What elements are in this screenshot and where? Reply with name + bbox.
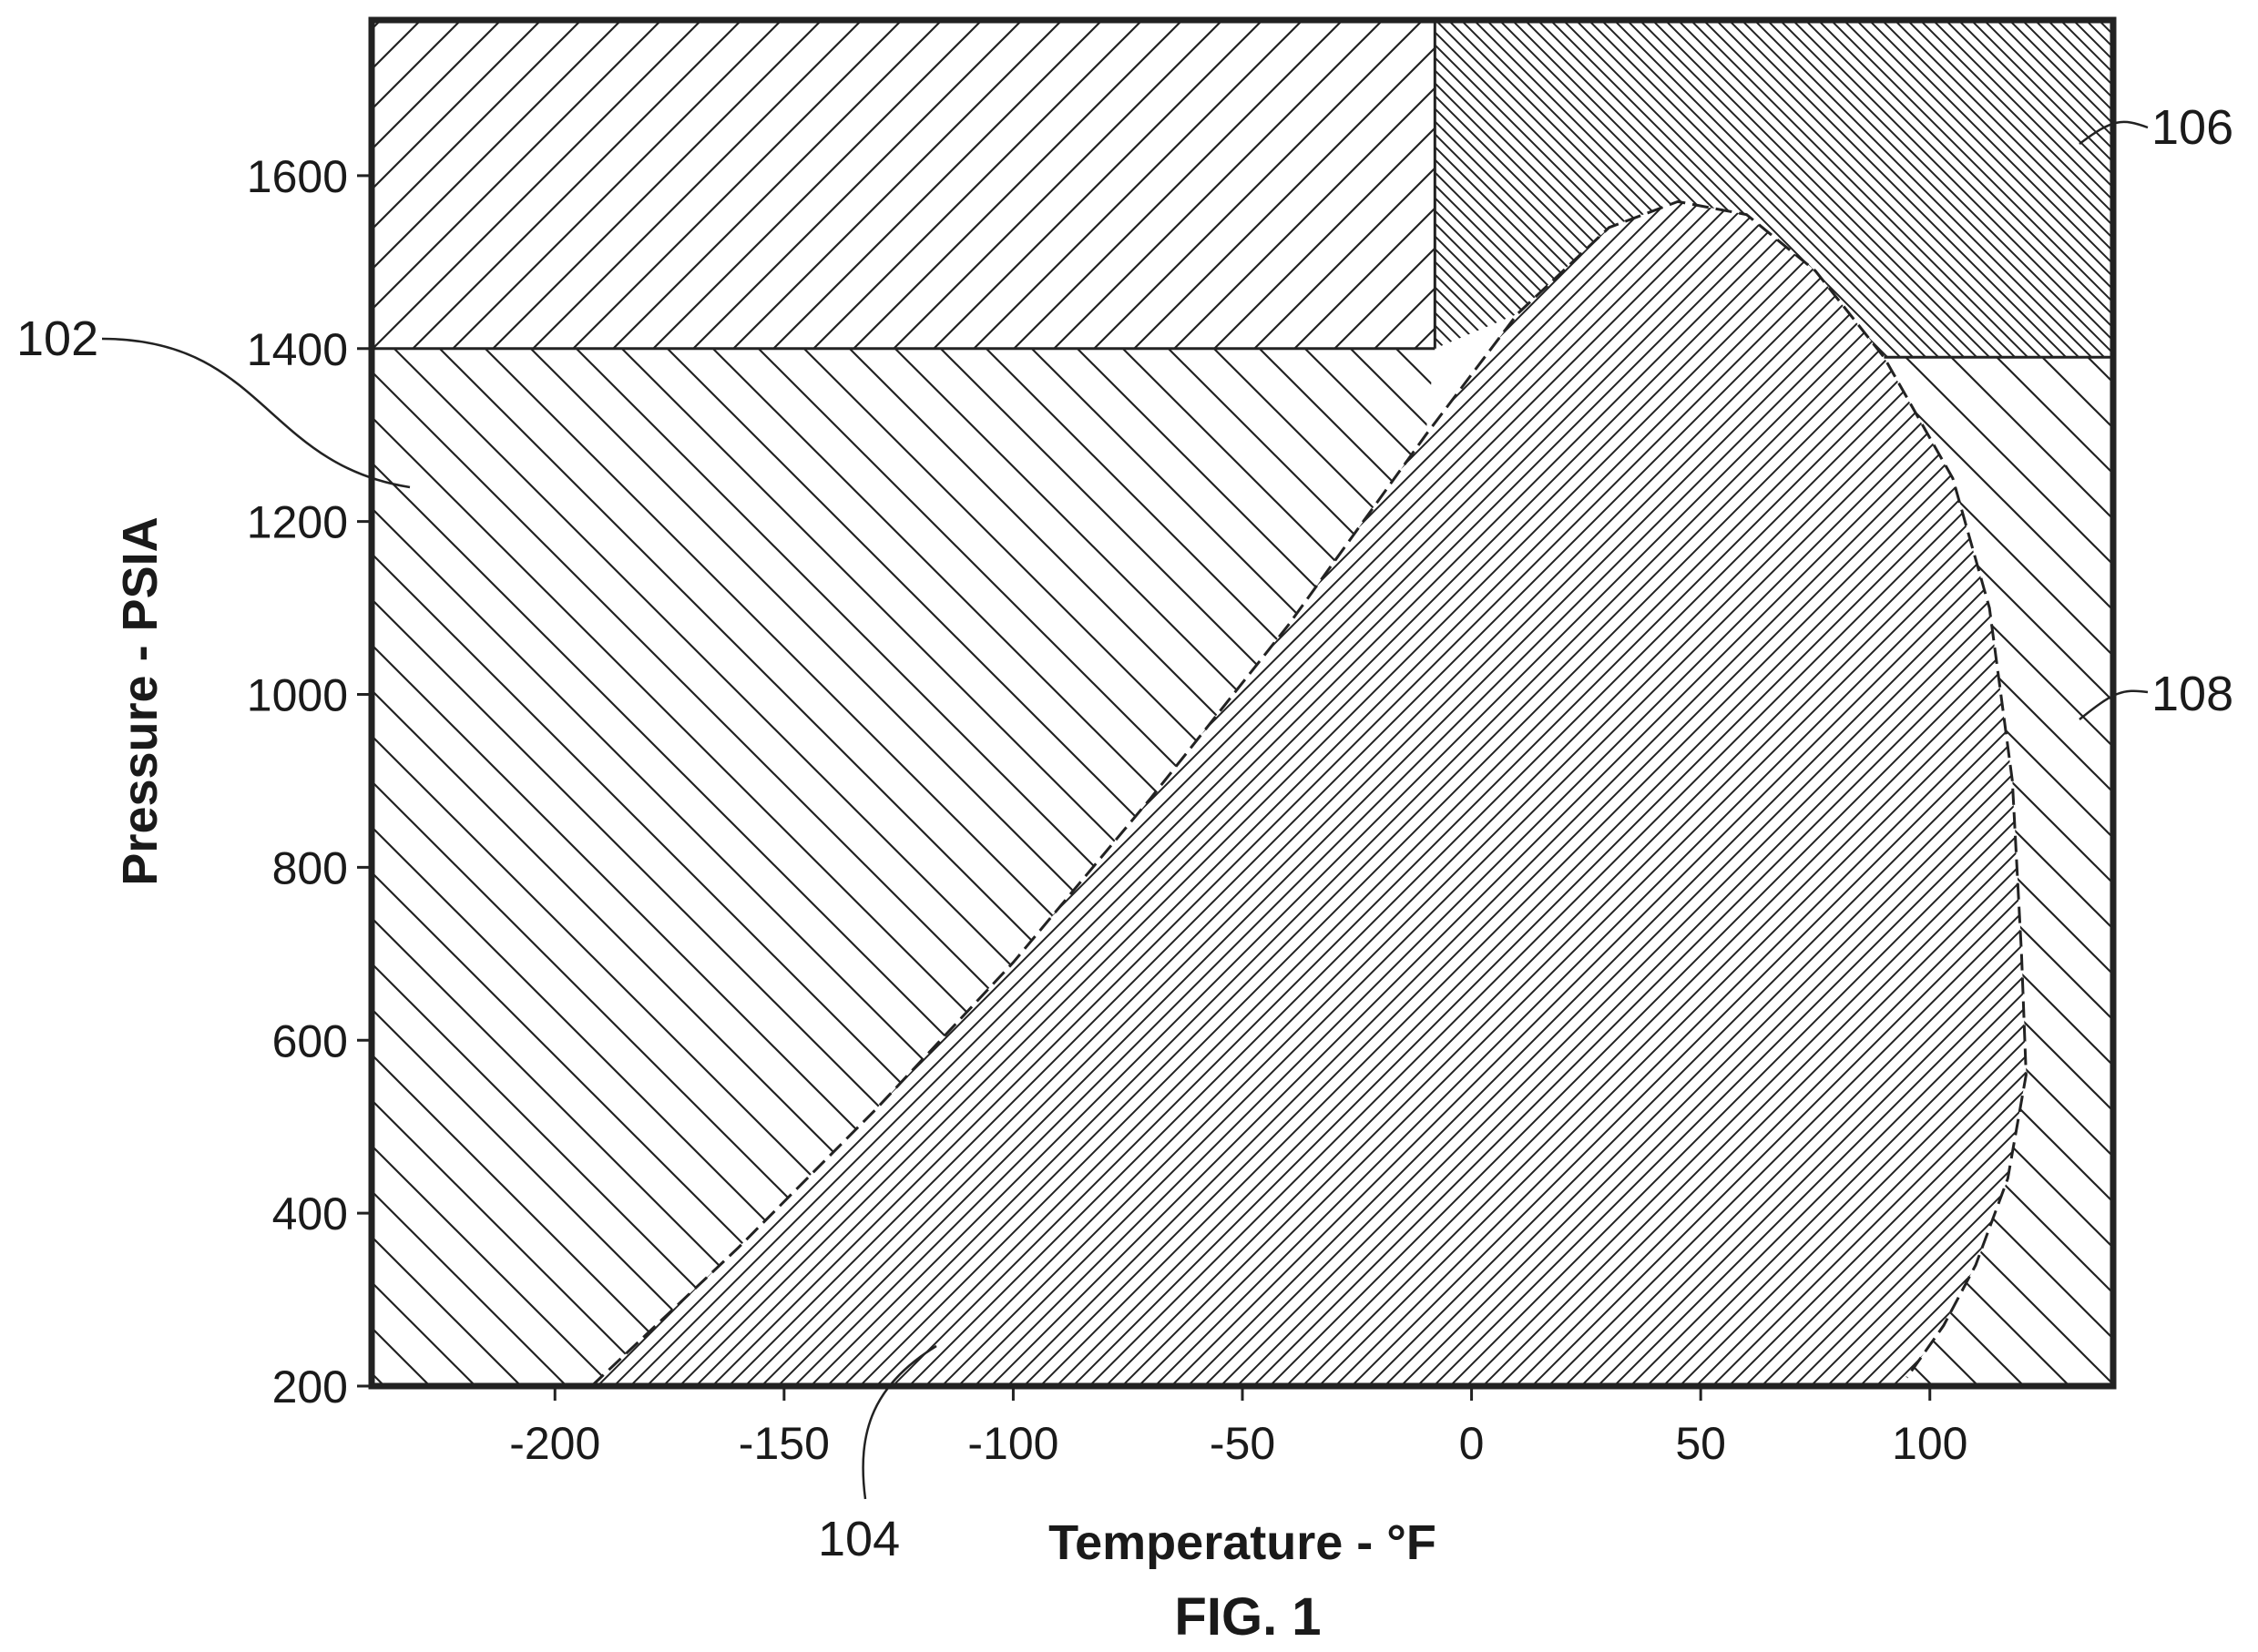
y-axis: 200 400 600 800 1000 1200 1400 1600 (247, 151, 372, 1412)
reference-callouts: 102 104 106 108 (16, 100, 2233, 1566)
callout-104: 104 (818, 1512, 900, 1566)
y-tick-label: 1600 (247, 151, 348, 202)
plot-area (368, 16, 2117, 1390)
x-axis-title: Temperature - °F (1048, 1515, 1436, 1570)
region-102 (372, 348, 1436, 1386)
leader-line-102 (101, 337, 411, 489)
y-tick-label: 1000 (247, 670, 348, 721)
x-tick-label: 50 (1675, 1418, 1726, 1469)
y-tick-label: 200 (272, 1361, 348, 1412)
leader-line-106 (2079, 120, 2149, 145)
region-106 (1435, 20, 2113, 358)
callout-108: 108 (2151, 667, 2233, 721)
x-tick-label: -150 (739, 1418, 830, 1469)
figure-caption: FIG. 1 (1174, 1587, 1321, 1647)
y-tick-label: 800 (272, 842, 348, 893)
callout-102: 102 (16, 311, 98, 366)
y-tick-label: 400 (272, 1188, 348, 1239)
callout-106: 106 (2151, 100, 2233, 155)
y-axis-title: Pressure - PSIA (113, 516, 168, 885)
y-tick-label: 1200 (247, 497, 348, 548)
x-tick-label: -50 (1210, 1418, 1275, 1469)
region-upper-left (372, 20, 1436, 349)
y-tick-label: 600 (272, 1015, 348, 1066)
x-tick-label: 100 (1892, 1418, 1967, 1469)
x-axis: -200 -150 -100 -50 0 50 100 (509, 1386, 1967, 1469)
leader-line-104 (862, 1344, 937, 1500)
region-108 (1884, 357, 2113, 1386)
leader-line-108 (2079, 689, 2149, 720)
x-tick-label: -100 (967, 1418, 1058, 1469)
y-tick-label: 1400 (247, 324, 348, 375)
x-tick-label: -200 (509, 1418, 600, 1469)
x-tick-label: 0 (1459, 1418, 1485, 1469)
region-104 (591, 201, 2027, 1386)
phase-envelope-curve (590, 199, 2028, 1386)
